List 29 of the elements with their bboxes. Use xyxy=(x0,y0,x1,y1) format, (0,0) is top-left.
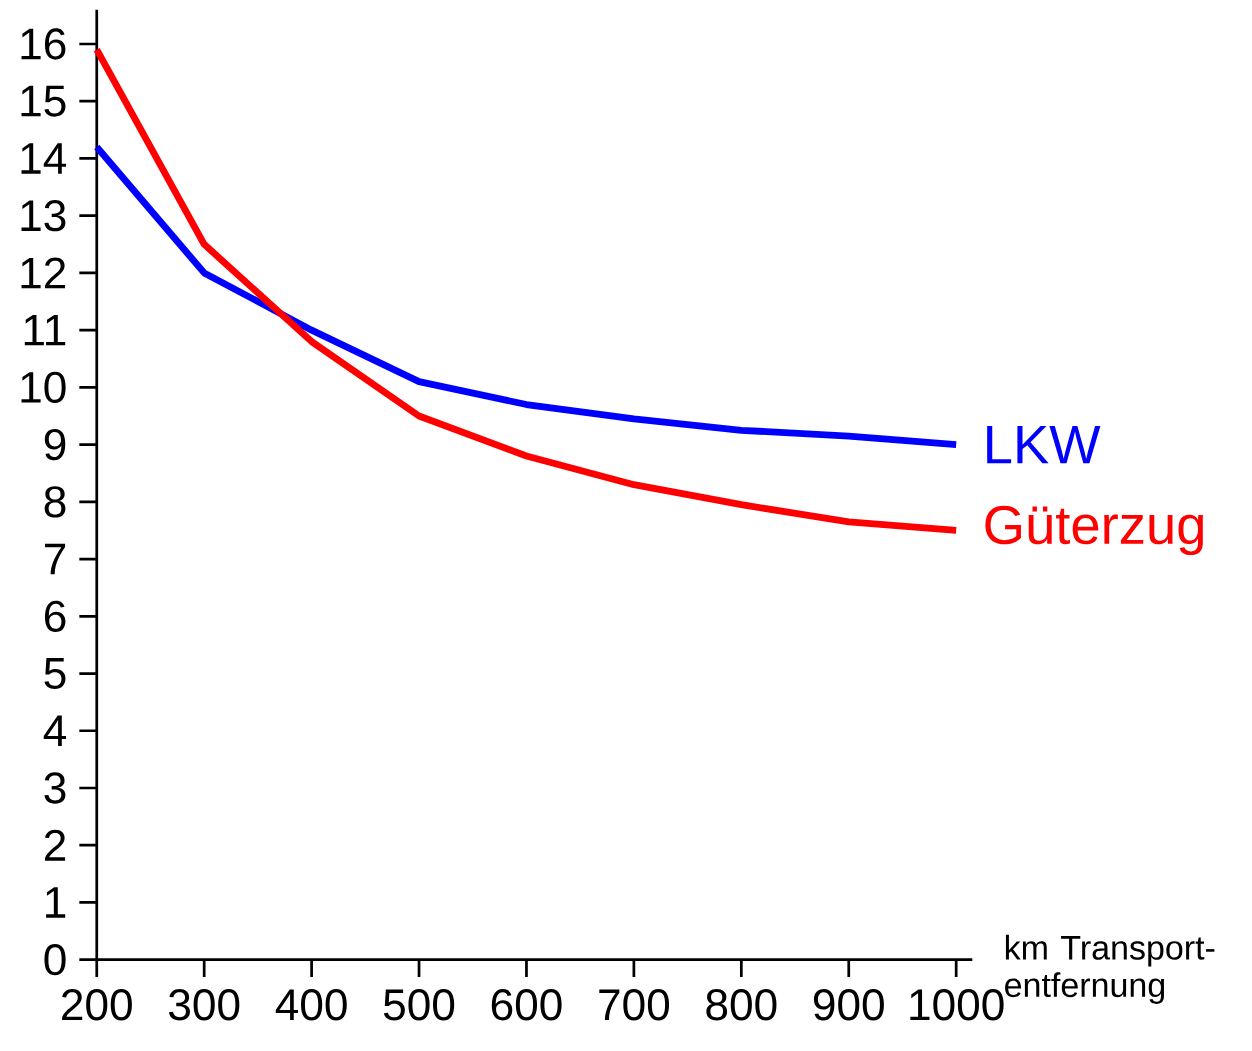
y-tick-label: 6 xyxy=(44,600,66,633)
x-tick-label: 1000 xyxy=(910,989,1004,1021)
y-tick-label: 12 xyxy=(21,257,66,289)
y-tick-label: 16 xyxy=(21,28,66,60)
x-tick-label: 800 xyxy=(706,989,777,1021)
y-tick-label: 1 xyxy=(46,887,66,918)
y-tick-label: 15 xyxy=(21,86,66,117)
x-tick-label: 600 xyxy=(491,989,562,1021)
y-tick-label: 7 xyxy=(45,544,66,575)
y-tick-label: 10 xyxy=(21,371,66,404)
y-tick-label: 14 xyxy=(21,143,67,174)
y-tick-label: 13 xyxy=(21,200,66,232)
y-tick-label: 11 xyxy=(24,315,66,346)
x-tick-label: 300 xyxy=(169,989,240,1021)
series-label: LKW xyxy=(987,426,1101,464)
x-tick-label: 200 xyxy=(62,989,132,1021)
y-tick-label: 5 xyxy=(44,658,66,690)
y-tick-label: 9 xyxy=(44,429,66,461)
y-tick-label: 4 xyxy=(43,715,67,747)
y-tick-label: 3 xyxy=(44,772,66,804)
x-axis-title: km Transport-entfernung xyxy=(1005,935,1215,1005)
x-tick-label: 500 xyxy=(383,989,455,1021)
y-tick-label: 8 xyxy=(44,486,66,518)
y-tick-label: 0 xyxy=(44,944,66,976)
x-tick-label: 700 xyxy=(599,989,670,1021)
series-label: Güterzug xyxy=(985,506,1203,556)
x-tick-label: 400 xyxy=(275,989,347,1021)
x-tick-label: 900 xyxy=(813,989,884,1021)
y-tick-label: 2 xyxy=(44,829,66,861)
